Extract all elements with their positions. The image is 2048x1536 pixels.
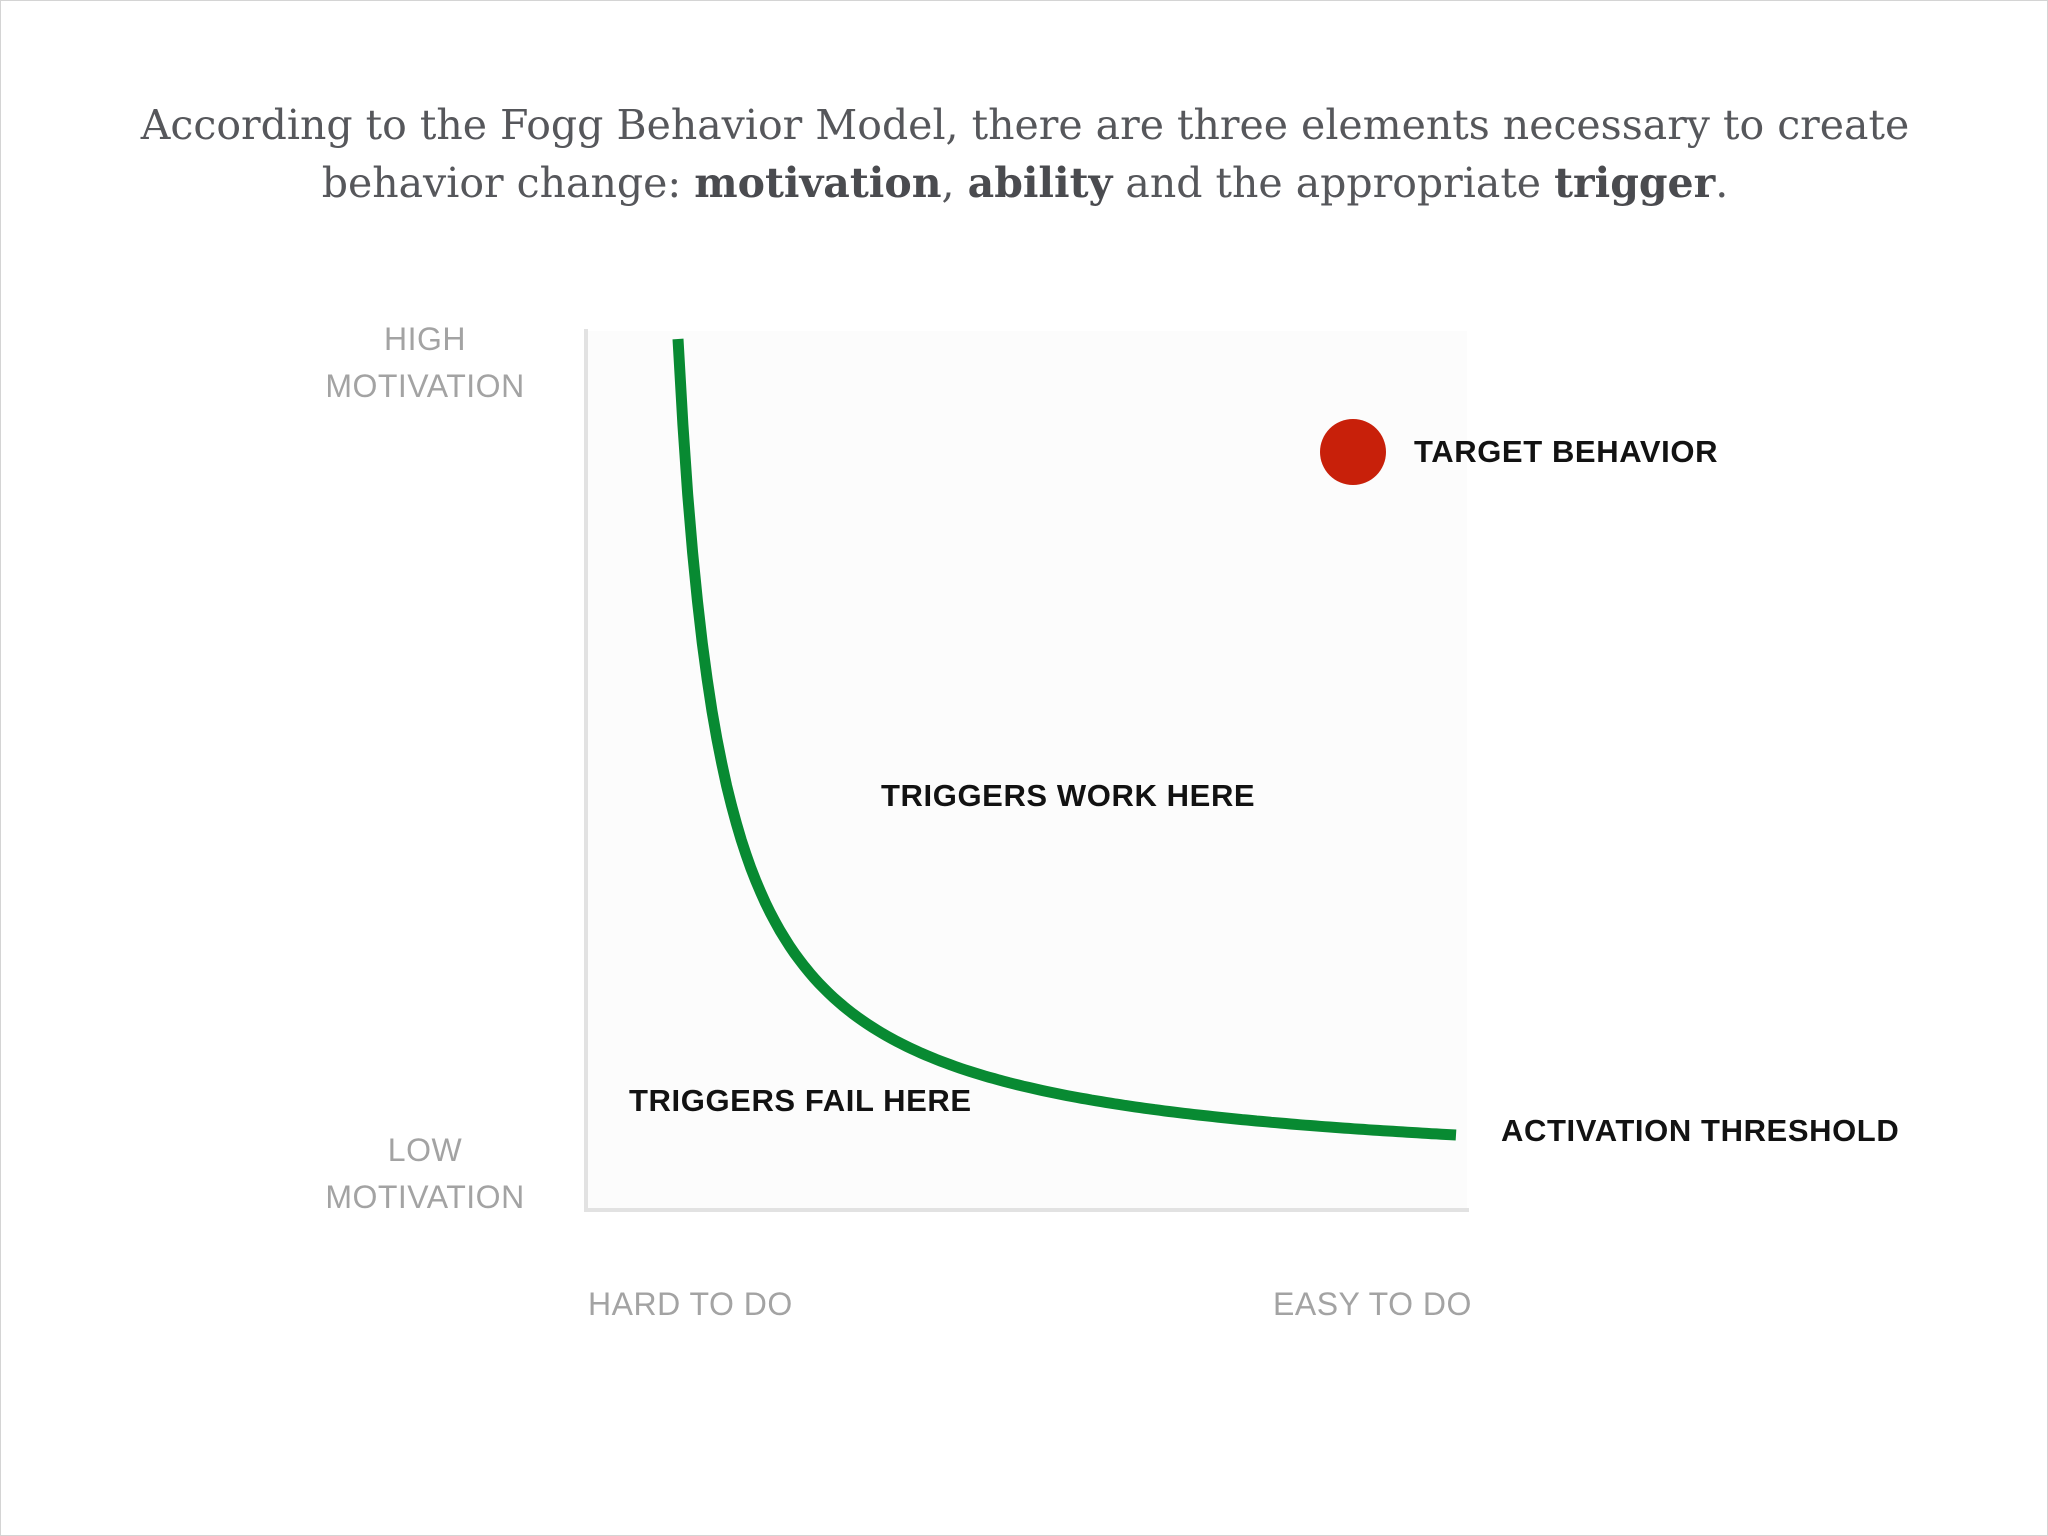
triggers-fail-label: TRIGGERS FAIL HERE: [629, 1083, 972, 1118]
y-axis-low-line-2: MOTIVATION: [325, 1179, 525, 1215]
x-axis-right-label: EASY TO DO: [1273, 1286, 1472, 1322]
y-axis-low-line-1: LOW: [387, 1132, 463, 1168]
activation-threshold-label: ACTIVATION THRESHOLD: [1501, 1113, 1900, 1148]
headline-comma: ,: [941, 159, 968, 207]
headline-ability: ability: [967, 159, 1113, 207]
headline-line-1: According to the Fogg Behavior Model, th…: [140, 101, 1910, 149]
target-behavior-dot: [1320, 419, 1386, 485]
headline-line-2-prefix: behavior change:: [321, 159, 695, 207]
headline-period: .: [1715, 159, 1729, 207]
y-axis-high-label: HIGH MOTIVATION: [305, 316, 545, 410]
y-axis-high-line-2: MOTIVATION: [325, 368, 525, 404]
headline-trigger: trigger: [1554, 159, 1716, 207]
headline-mid-text: and the appropriate: [1112, 159, 1555, 207]
headline-line-2: behavior change: motivation, ability and…: [101, 154, 1949, 212]
triggers-work-label: TRIGGERS WORK HERE: [881, 778, 1256, 813]
activation-threshold-curve: [672, 338, 1457, 1141]
y-axis-high-line-1: HIGH: [384, 321, 466, 357]
headline: According to the Fogg Behavior Model, th…: [101, 96, 1949, 212]
y-axis-low-label: LOW MOTIVATION: [305, 1127, 545, 1221]
plot-area: [587, 331, 1467, 1211]
target-behavior-label: TARGET BEHAVIOR: [1414, 434, 1719, 469]
x-axis-left-label: HARD TO DO: [588, 1286, 793, 1322]
headline-motivation: motivation: [694, 159, 942, 207]
